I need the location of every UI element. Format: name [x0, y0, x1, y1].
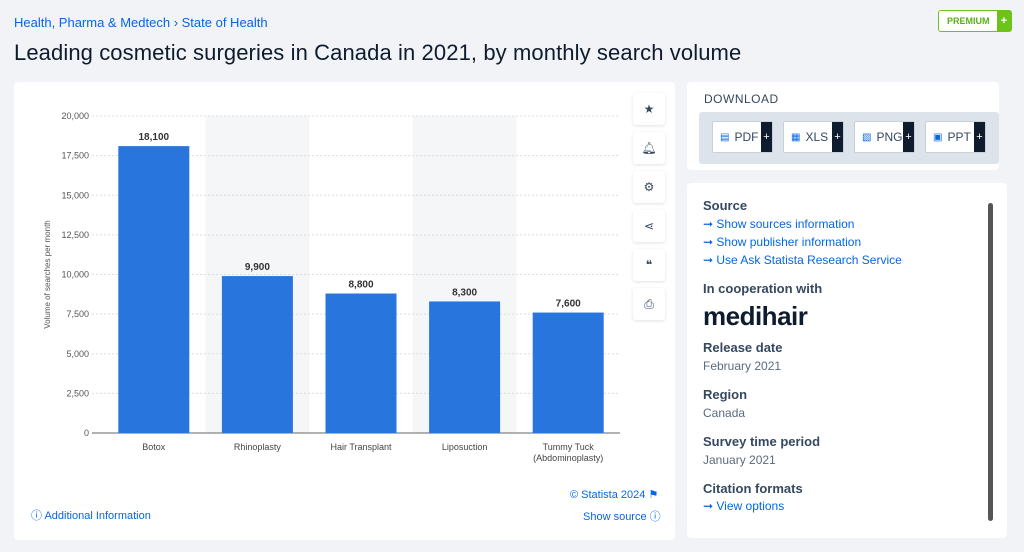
y-tick-label: 2,500 [66, 388, 89, 398]
data-label: 8,800 [348, 280, 373, 291]
additional-text: Additional Information [44, 510, 151, 522]
bar-0 [118, 146, 190, 433]
show-source-text: Show source [583, 511, 647, 523]
share-button[interactable]: ⋖ [633, 210, 665, 242]
print-icon: ⎙ [644, 296, 654, 311]
y-tick-label: 17,500 [61, 151, 89, 161]
plus-icon: + [903, 122, 914, 152]
ppt-label: PPT [947, 130, 971, 144]
cite-button[interactable]: ❝ [633, 249, 665, 281]
x-tick-label: Hair Transplant [330, 442, 392, 452]
copyright-text: © Statista 2024 [570, 489, 646, 501]
survey-period-label: Survey time period [703, 434, 821, 449]
medihair-logo: medihair [703, 301, 808, 331]
star-icon: ★ [643, 102, 655, 116]
view-options-link[interactable]: ➞ View options [703, 499, 785, 513]
settings-button[interactable]: ⚙ [633, 171, 665, 203]
region-label: Region [703, 387, 748, 402]
bar-3 [429, 301, 501, 433]
notification-button[interactable]: 🔔︎ [633, 132, 665, 164]
y-tick-label: 5,000 [66, 349, 89, 359]
plus-icon: + [997, 11, 1011, 31]
favorite-button[interactable]: ★ [633, 93, 665, 125]
show-source-link[interactable]: Show source ⓘ [583, 508, 661, 524]
page-title: Leading cosmetic surgeries in Canada in … [14, 40, 742, 65]
link-text: Show sources information [716, 217, 855, 231]
additional-information-link[interactable]: ⓘ Additional Information [31, 507, 151, 523]
x-tick-label: Liposuction [442, 442, 488, 452]
pdf-icon: ▤ [720, 131, 730, 143]
download-xls-button[interactable]: ▦ XLS + [783, 121, 844, 153]
premium-badge[interactable]: PREMIUM + [938, 10, 1012, 32]
bar-2 [325, 293, 397, 433]
plus-icon: + [974, 122, 985, 152]
y-axis-label: Volume of searches per month [43, 220, 52, 329]
scrollbar[interactable] [988, 203, 993, 521]
download-pdf-button[interactable]: ▤ PDF + [712, 121, 773, 153]
print-button[interactable]: ⎙ [633, 288, 665, 320]
download-ppt-button[interactable]: ▣ PPT + [925, 121, 986, 153]
data-label: 18,100 [139, 132, 170, 143]
xls-label: XLS [805, 130, 829, 144]
breadcrumb: Health, Pharma & Medtech › State of Heal… [14, 15, 268, 30]
gear-icon: ⚙ [643, 180, 655, 194]
show-sources-link[interactable]: ➞ Show sources information [703, 217, 855, 231]
citation-label: Citation formats [703, 481, 803, 496]
y-tick-label: 15,000 [61, 190, 89, 200]
research-service-link[interactable]: ➞ Use Ask Statista Research Service [703, 253, 902, 267]
bar-1 [221, 276, 293, 433]
y-tick-label: 7,500 [66, 309, 89, 319]
region-value: Canada [703, 406, 746, 420]
download-heading: DOWNLOAD [704, 92, 779, 106]
x-tick-label: Botox [142, 442, 166, 452]
y-tick-label: 20,000 [61, 111, 89, 121]
bell-icon: 🔔︎ [641, 141, 657, 155]
show-publisher-link[interactable]: ➞ Show publisher information [703, 235, 862, 249]
png-label: PNG [876, 130, 903, 144]
copyright[interactable]: © Statista 2024 ⚑ [570, 488, 658, 501]
survey-period-value: January 2021 [703, 453, 776, 467]
plus-icon: + [832, 122, 843, 152]
release-date-label: Release date [703, 340, 783, 355]
breadcrumb-link-health[interactable]: Health, Pharma & Medtech [14, 15, 171, 30]
xls-icon: ▦ [791, 131, 801, 143]
y-tick-label: 12,500 [61, 230, 89, 240]
source-label: Source [703, 198, 748, 213]
x-tick-label: (Abdominoplasty) [533, 453, 603, 463]
pdf-label: PDF [734, 130, 759, 144]
y-tick-label: 0 [84, 428, 89, 438]
link-text: View options [716, 499, 785, 513]
bar-chart: 0 2,500 5,000 7,500 10,000 12,500 15,000 17,500… [43, 111, 620, 463]
download-panel: DOWNLOAD ▤ PDF + ▦ XLS + ▧ PNG + ▣ PPT + [687, 82, 999, 170]
release-date-value: February 2021 [703, 359, 782, 373]
premium-label: PREMIUM [947, 16, 990, 26]
ppt-icon: ▣ [933, 131, 943, 143]
plus-icon: + [761, 122, 772, 152]
bar-4 [532, 312, 604, 433]
data-label: 9,900 [245, 262, 270, 273]
flag-icon: ⚑ [648, 489, 659, 501]
png-icon: ▧ [862, 131, 872, 143]
x-tick-label: Tummy Tuck [543, 442, 595, 452]
info-panel: Source ➞ Show sources information ➞ Show… [687, 183, 1007, 538]
y-tick-label: 10,000 [61, 270, 89, 280]
data-label: 8,300 [452, 287, 477, 298]
breadcrumb-link-state[interactable]: State of Health [181, 15, 268, 30]
quote-icon: ❝ [645, 258, 653, 272]
info-icon: ⓘ [31, 510, 42, 522]
link-text: Use Ask Statista Research Service [716, 253, 902, 267]
cooperation-label: In cooperation with [703, 281, 823, 296]
link-text: Show publisher information [716, 235, 862, 249]
data-label: 7,600 [556, 299, 581, 310]
share-icon: ⋖ [643, 219, 655, 233]
info-icon: ⓘ [649, 511, 661, 523]
x-tick-label: Rhinoplasty [234, 442, 282, 452]
download-png-button[interactable]: ▧ PNG + [854, 121, 915, 153]
